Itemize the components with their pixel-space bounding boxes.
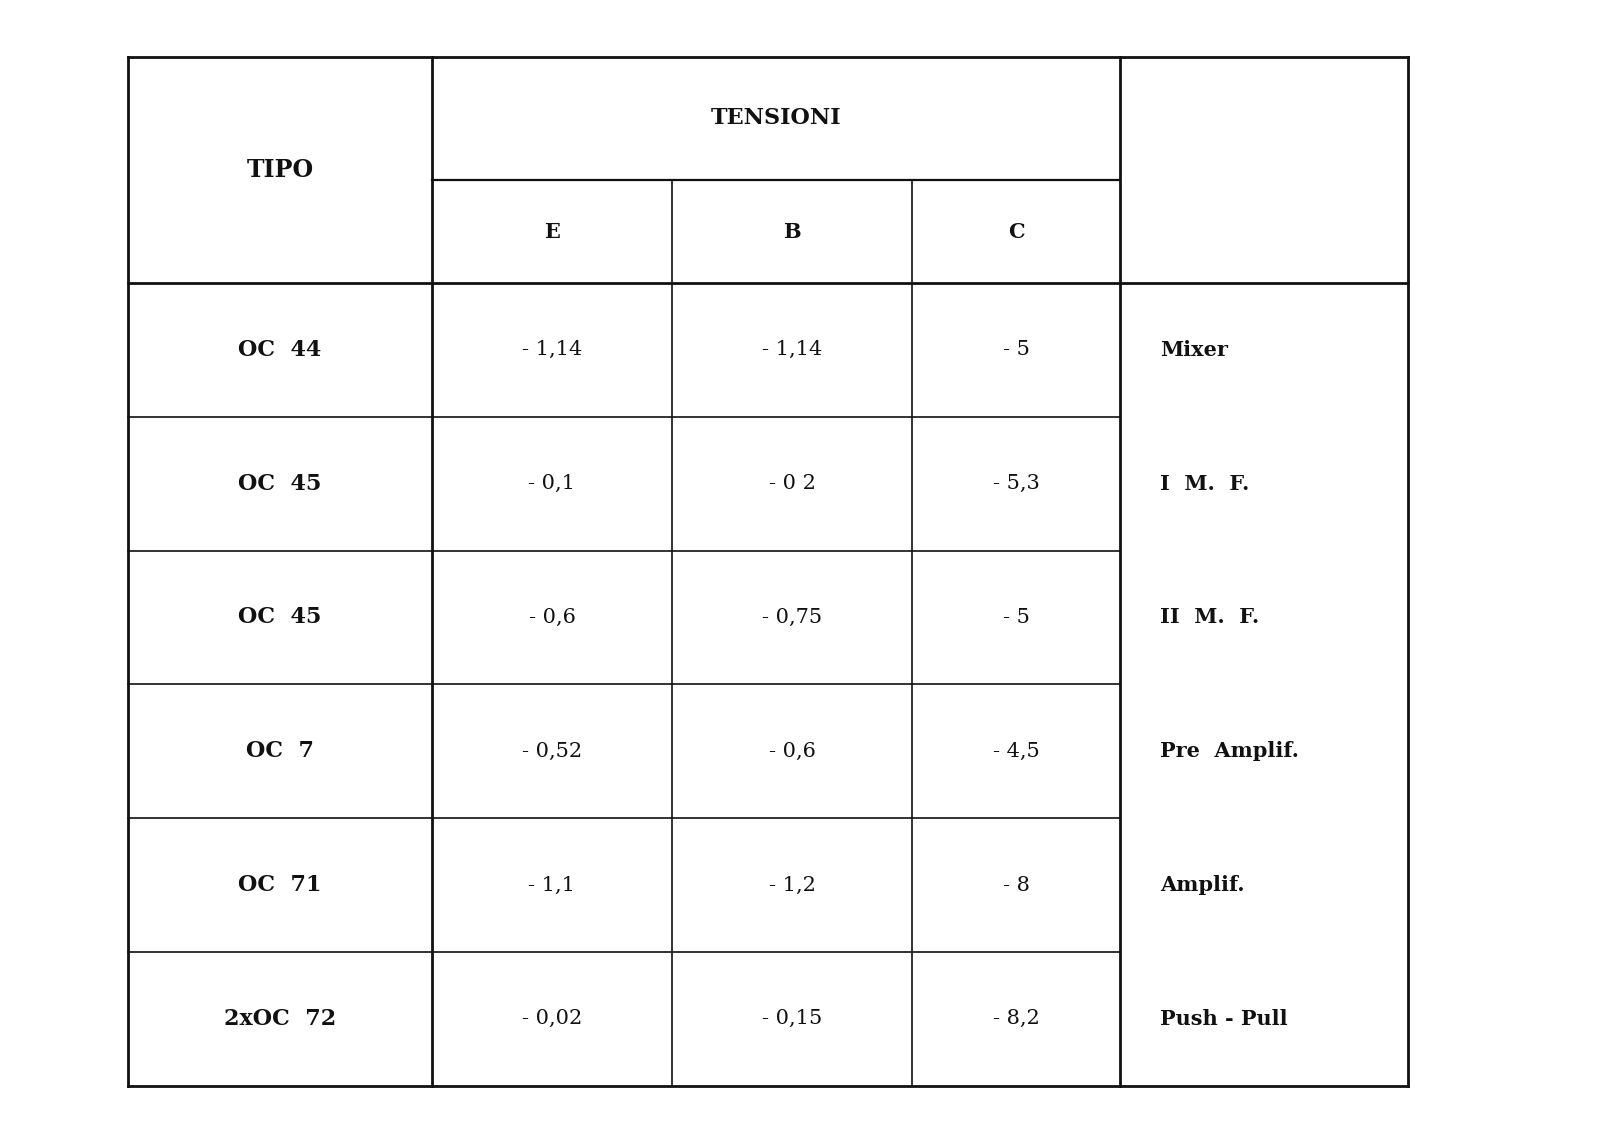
Text: - 0,52: - 0,52 — [522, 742, 582, 761]
Text: - 0 2: - 0 2 — [768, 474, 816, 493]
Text: Amplif.: Amplif. — [1160, 875, 1245, 895]
Text: 2xOC  72: 2xOC 72 — [224, 1008, 336, 1030]
Text: - 1,14: - 1,14 — [762, 340, 822, 360]
Text: - 0,75: - 0,75 — [762, 608, 822, 627]
Text: - 1,2: - 1,2 — [768, 875, 816, 895]
Text: Pre  Amplif.: Pre Amplif. — [1160, 741, 1299, 761]
Text: - 5: - 5 — [1003, 608, 1029, 627]
Text: OC  7: OC 7 — [246, 741, 314, 762]
Text: - 4,5: - 4,5 — [992, 742, 1040, 761]
Text: Push - Pull: Push - Pull — [1160, 1009, 1288, 1029]
Text: - 8: - 8 — [1003, 875, 1029, 895]
Text: - 1,1: - 1,1 — [528, 875, 576, 895]
Text: B: B — [782, 222, 802, 242]
Text: I  M.  F.: I M. F. — [1160, 474, 1250, 493]
Text: Mixer: Mixer — [1160, 340, 1227, 360]
Text: - 8,2: - 8,2 — [992, 1009, 1040, 1028]
Text: OC  45: OC 45 — [238, 473, 322, 494]
Text: - 5,3: - 5,3 — [992, 474, 1040, 493]
Text: OC  45: OC 45 — [238, 606, 322, 629]
Text: - 1,14: - 1,14 — [522, 340, 582, 360]
Text: II  M.  F.: II M. F. — [1160, 607, 1259, 628]
Text: TENSIONI: TENSIONI — [710, 107, 842, 129]
Text: - 0,1: - 0,1 — [528, 474, 576, 493]
Text: - 5: - 5 — [1003, 340, 1029, 360]
Text: - 0,6: - 0,6 — [528, 608, 576, 627]
Text: - 0,6: - 0,6 — [768, 742, 816, 761]
Text: TIPO: TIPO — [246, 157, 314, 182]
Text: E: E — [544, 222, 560, 242]
Text: C: C — [1008, 222, 1024, 242]
Text: - 0,15: - 0,15 — [762, 1009, 822, 1028]
Text: - 0,02: - 0,02 — [522, 1009, 582, 1028]
Text: OC  71: OC 71 — [238, 874, 322, 896]
Text: OC  44: OC 44 — [238, 339, 322, 361]
